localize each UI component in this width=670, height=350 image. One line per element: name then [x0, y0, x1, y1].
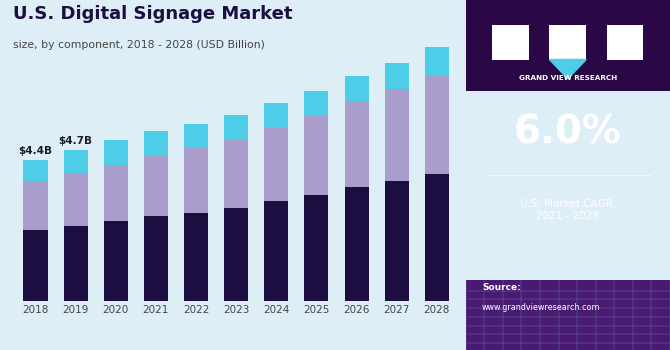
Bar: [23, 230, 48, 301]
Bar: [144, 156, 168, 216]
Bar: [104, 164, 128, 221]
Bar: [264, 104, 288, 127]
Bar: [304, 195, 328, 301]
Bar: [104, 140, 128, 164]
Bar: [144, 216, 168, 301]
Text: $4.4B: $4.4B: [19, 146, 52, 156]
Bar: [224, 139, 248, 208]
Bar: [144, 131, 168, 156]
Bar: [304, 115, 328, 195]
Bar: [466, 0, 670, 91]
Bar: [23, 160, 48, 181]
Bar: [264, 127, 288, 202]
Text: $4.7B: $4.7B: [58, 136, 92, 146]
Bar: [184, 213, 208, 301]
Text: U.S. Market CAGR,
2021 - 2028: U.S. Market CAGR, 2021 - 2028: [520, 199, 616, 221]
Bar: [64, 225, 88, 301]
Text: 6.0%: 6.0%: [514, 114, 622, 152]
Bar: [304, 91, 328, 115]
Bar: [385, 63, 409, 89]
Bar: [492, 25, 529, 60]
Bar: [224, 115, 248, 139]
Bar: [606, 25, 643, 60]
Text: Source:: Source:: [482, 284, 521, 293]
Bar: [64, 150, 88, 173]
Bar: [184, 148, 208, 213]
Bar: [385, 89, 409, 181]
Text: www.grandviewresearch.com: www.grandviewresearch.com: [482, 303, 600, 312]
Bar: [23, 181, 48, 230]
Bar: [549, 25, 586, 60]
Polygon shape: [549, 60, 586, 79]
Text: GRAND VIEW RESEARCH: GRAND VIEW RESEARCH: [519, 75, 617, 80]
Bar: [184, 124, 208, 148]
Legend: Hardware, Software, Services: Hardware, Software, Services: [117, 347, 355, 350]
Bar: [344, 102, 368, 187]
Text: size, by component, 2018 - 2028 (USD Billion): size, by component, 2018 - 2028 (USD Bil…: [13, 40, 265, 50]
Bar: [64, 173, 88, 225]
Bar: [385, 181, 409, 301]
Bar: [344, 187, 368, 301]
Bar: [264, 202, 288, 301]
Bar: [425, 76, 449, 174]
Bar: [104, 221, 128, 301]
Bar: [466, 280, 670, 350]
Bar: [224, 208, 248, 301]
Bar: [344, 76, 368, 102]
Bar: [425, 174, 449, 301]
Text: U.S. Digital Signage Market: U.S. Digital Signage Market: [13, 5, 293, 23]
Bar: [425, 47, 449, 76]
